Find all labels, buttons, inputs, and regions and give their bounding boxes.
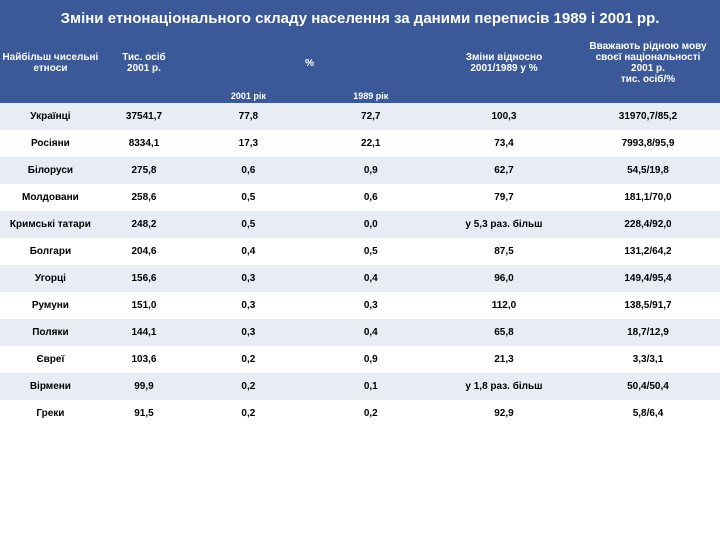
table-cell: 100,3 <box>432 103 576 130</box>
table-row: Греки91,50,20,292,95,8/6,4 <box>0 400 720 427</box>
table-cell: 37541,7 <box>101 103 187 130</box>
table-cell: 204,6 <box>101 238 187 265</box>
table-cell: 0,6 <box>310 184 432 211</box>
table-cell: 0,1 <box>310 373 432 400</box>
table-row: Українці37541,777,872,7100,331970,7/85,2 <box>0 103 720 130</box>
table-cell: Вірмени <box>0 373 101 400</box>
table-cell: 62,7 <box>432 157 576 184</box>
table-cell: 149,4/95,4 <box>576 265 720 292</box>
table-cell: 3,3/3,1 <box>576 346 720 373</box>
table-cell: Білоруси <box>0 157 101 184</box>
table-cell: 54,5/19,8 <box>576 157 720 184</box>
table-cell: Росіяни <box>0 130 101 157</box>
table-cell: 0,5 <box>310 238 432 265</box>
table-cell: 0,0 <box>310 211 432 238</box>
table-cell: 79,7 <box>432 184 576 211</box>
table-cell: 131,2/64,2 <box>576 238 720 265</box>
table-cell: 151,0 <box>101 292 187 319</box>
table-cell: 0,2 <box>187 373 309 400</box>
table-cell: 0,2 <box>187 346 309 373</box>
table-cell: Греки <box>0 400 101 427</box>
table-cell: Поляки <box>0 319 101 346</box>
table-cell: 87,5 <box>432 238 576 265</box>
table-cell: 156,6 <box>101 265 187 292</box>
table-cell: 0,3 <box>310 292 432 319</box>
table-cell: 112,0 <box>432 292 576 319</box>
table-cell: 22,1 <box>310 130 432 157</box>
table-header: Найбільш чисельні етноси Тис. осіб 2001 … <box>0 37 720 103</box>
table-cell: 0,9 <box>310 157 432 184</box>
table-cell: 77,8 <box>187 103 309 130</box>
table-cell: 96,0 <box>432 265 576 292</box>
hdr-ethnos: Найбільш чисельні етноси <box>0 37 101 89</box>
table-cell: 8334,1 <box>101 130 187 157</box>
hdr-percent: % <box>187 37 432 89</box>
table-cell: 0,3 <box>187 292 309 319</box>
table-cell: 5,8/6,4 <box>576 400 720 427</box>
table-cell: 144,1 <box>101 319 187 346</box>
table-cell: 65,8 <box>432 319 576 346</box>
table-row: Кримські татари248,20,50,0у 5,3 раз. біл… <box>0 211 720 238</box>
table-cell: 0,2 <box>187 400 309 427</box>
table-cell: 18,7/12,9 <box>576 319 720 346</box>
table-cell: у 5,3 раз. більш <box>432 211 576 238</box>
table-cell: 275,8 <box>101 157 187 184</box>
table-cell: Молдовани <box>0 184 101 211</box>
table-cell: 0,9 <box>310 346 432 373</box>
page-title: Зміни етнонаціонального складу населення… <box>0 0 720 37</box>
table-row: Угорці156,60,30,496,0149,4/95,4 <box>0 265 720 292</box>
hdr-change: Зміни відносно 2001/1989 у % <box>432 37 576 89</box>
table-cell: 0,5 <box>187 211 309 238</box>
table-cell: 0,2 <box>310 400 432 427</box>
table-cell: Українці <box>0 103 101 130</box>
table-cell: 99,9 <box>101 373 187 400</box>
table-cell: 0,6 <box>187 157 309 184</box>
table-row: Румуни151,00,30,3112,0138,5/91,7 <box>0 292 720 319</box>
table-cell: 228,4/92,0 <box>576 211 720 238</box>
hdr-thousands: Тис. осіб 2001 р. <box>101 37 187 89</box>
table-cell: 0,4 <box>310 319 432 346</box>
table-cell: 248,2 <box>101 211 187 238</box>
table-cell: 21,3 <box>432 346 576 373</box>
table-cell: Румуни <box>0 292 101 319</box>
table-cell: 0,3 <box>187 265 309 292</box>
table-cell: 72,7 <box>310 103 432 130</box>
table-row: Поляки144,10,30,465,818,7/12,9 <box>0 319 720 346</box>
table-cell: 138,5/91,7 <box>576 292 720 319</box>
table-cell: у 1,8 раз. більш <box>432 373 576 400</box>
table-cell: 0,4 <box>187 238 309 265</box>
table-cell: Угорці <box>0 265 101 292</box>
table-row: Молдовани258,60,50,679,7181,1/70,0 <box>0 184 720 211</box>
table-cell: 17,3 <box>187 130 309 157</box>
table-cell: 258,6 <box>101 184 187 211</box>
ethnic-table: Найбільш чисельні етноси Тис. осіб 2001 … <box>0 37 720 427</box>
table-cell: Євреї <box>0 346 101 373</box>
hdr-1989: 1989 рік <box>310 89 432 103</box>
table-cell: 91,5 <box>101 400 187 427</box>
table-cell: Кримські татари <box>0 211 101 238</box>
table-cell: 103,6 <box>101 346 187 373</box>
table-cell: 0,3 <box>187 319 309 346</box>
table-cell: Болгари <box>0 238 101 265</box>
hdr-2001: 2001 рік <box>187 89 309 103</box>
table-cell: 181,1/70,0 <box>576 184 720 211</box>
table-body: Українці37541,777,872,7100,331970,7/85,2… <box>0 103 720 427</box>
table-row: Білоруси275,80,60,962,754,5/19,8 <box>0 157 720 184</box>
table-row: Болгари204,60,40,587,5131,2/64,2 <box>0 238 720 265</box>
table-cell: 92,9 <box>432 400 576 427</box>
table-cell: 0,5 <box>187 184 309 211</box>
table-row: Росіяни8334,117,322,173,47993,8/95,9 <box>0 130 720 157</box>
table-cell: 7993,8/95,9 <box>576 130 720 157</box>
table-cell: 0,4 <box>310 265 432 292</box>
hdr-language: Вважають рідною мову своєї національност… <box>576 37 720 89</box>
table-row: Євреї103,60,20,921,33,3/3,1 <box>0 346 720 373</box>
table-cell: 73,4 <box>432 130 576 157</box>
table-cell: 50,4/50,4 <box>576 373 720 400</box>
table-cell: 31970,7/85,2 <box>576 103 720 130</box>
table-row: Вірмени99,90,20,1у 1,8 раз. більш50,4/50… <box>0 373 720 400</box>
